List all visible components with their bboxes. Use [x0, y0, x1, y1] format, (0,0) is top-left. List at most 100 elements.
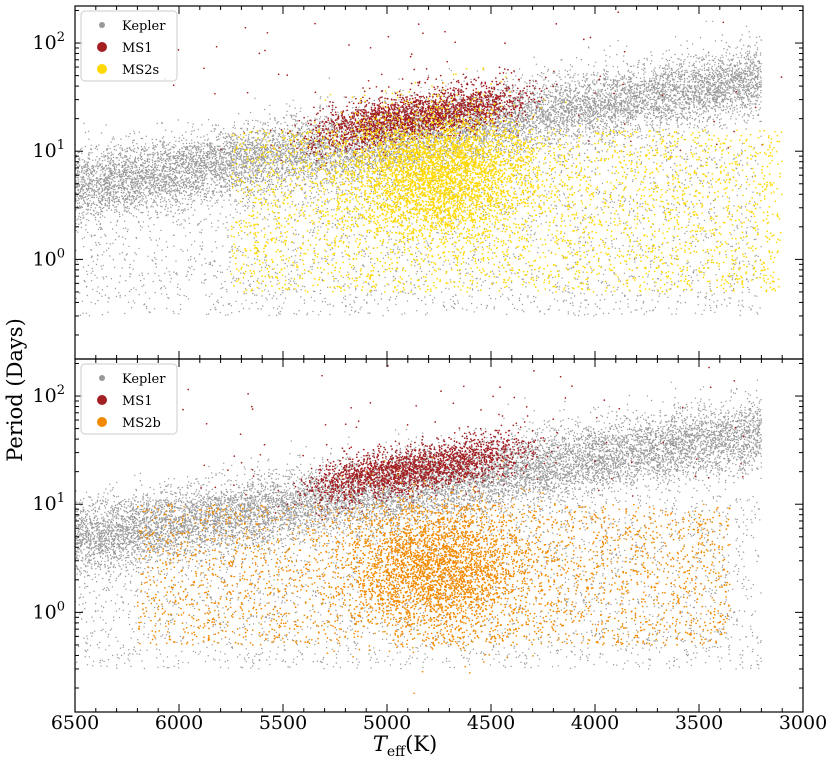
data-point — [259, 152, 260, 153]
data-point — [178, 141, 179, 142]
data-point — [106, 250, 107, 251]
data-point — [649, 310, 650, 311]
data-point — [477, 70, 478, 71]
data-point — [737, 225, 738, 226]
data-point — [543, 113, 544, 114]
data-point — [663, 85, 664, 86]
data-point — [756, 37, 757, 38]
data-point — [563, 301, 564, 302]
data-point — [752, 176, 753, 177]
data-point — [352, 156, 353, 157]
data-point — [296, 185, 297, 186]
data-point — [318, 207, 319, 208]
data-point — [368, 256, 369, 257]
data-point — [748, 100, 749, 101]
data-point — [256, 172, 257, 173]
data-point — [508, 287, 509, 288]
data-point — [656, 187, 657, 188]
data-point — [377, 171, 378, 172]
data-point — [705, 55, 706, 56]
data-point — [341, 236, 342, 237]
data-point — [754, 45, 755, 46]
data-point — [520, 111, 521, 112]
data-point — [696, 85, 697, 86]
data-point — [579, 85, 580, 86]
data-point — [648, 114, 649, 115]
data-point — [599, 90, 600, 91]
data-point — [573, 139, 574, 140]
data-point — [669, 133, 670, 134]
data-point — [749, 263, 750, 264]
data-point — [283, 302, 284, 303]
data-point — [545, 85, 546, 86]
data-point — [739, 63, 740, 64]
data-point — [649, 177, 650, 178]
data-point — [754, 54, 755, 55]
data-point — [304, 273, 305, 274]
data-point — [193, 186, 194, 187]
data-point — [346, 161, 347, 162]
data-point — [612, 108, 613, 109]
data-point — [352, 149, 353, 150]
data-point — [217, 300, 218, 301]
data-point — [276, 123, 277, 124]
data-point — [471, 259, 472, 260]
data-point — [363, 299, 364, 300]
data-point — [651, 239, 652, 240]
data-point — [523, 93, 524, 94]
data-point — [539, 96, 540, 97]
data-point — [719, 126, 720, 127]
data-point — [748, 261, 749, 262]
data-point — [183, 191, 184, 192]
data-point — [488, 138, 489, 139]
data-point — [754, 239, 755, 240]
data-point — [707, 62, 708, 63]
data-point — [78, 224, 79, 225]
data-point — [407, 134, 408, 135]
data-point — [184, 187, 185, 188]
data-point — [140, 155, 141, 156]
data-point — [87, 295, 88, 296]
data-point — [726, 55, 727, 56]
data-point — [136, 177, 137, 178]
data-point — [163, 153, 164, 154]
data-point — [529, 109, 530, 110]
data-point — [551, 204, 552, 205]
data-point — [106, 243, 107, 244]
data-point — [702, 56, 703, 57]
data-point — [261, 230, 262, 231]
data-point — [545, 115, 546, 116]
data-point — [756, 65, 757, 66]
data-point — [500, 148, 501, 149]
data-point — [529, 227, 530, 228]
data-point — [127, 165, 128, 166]
data-point — [125, 280, 126, 281]
data-point — [736, 87, 737, 88]
data-point — [342, 179, 343, 180]
data-point — [527, 297, 528, 298]
data-point — [383, 198, 384, 199]
data-point — [81, 166, 82, 167]
data-point — [331, 209, 332, 210]
data-point — [525, 101, 526, 102]
data-point — [416, 310, 417, 311]
data-point — [267, 219, 268, 220]
data-point — [663, 169, 664, 170]
data-point — [138, 187, 139, 188]
data-point — [630, 227, 631, 228]
data-point — [545, 128, 546, 129]
data-point — [572, 255, 573, 256]
data-point — [161, 260, 162, 261]
data-point — [229, 172, 230, 173]
data-point — [694, 119, 695, 120]
data-point — [685, 179, 686, 180]
data-point — [661, 73, 662, 74]
data-point — [324, 149, 325, 150]
data-point — [243, 206, 244, 207]
data-point — [612, 201, 613, 202]
data-point — [108, 161, 109, 162]
data-point — [133, 260, 134, 261]
data-point — [252, 147, 253, 148]
data-point — [201, 232, 202, 233]
data-point — [596, 112, 597, 113]
